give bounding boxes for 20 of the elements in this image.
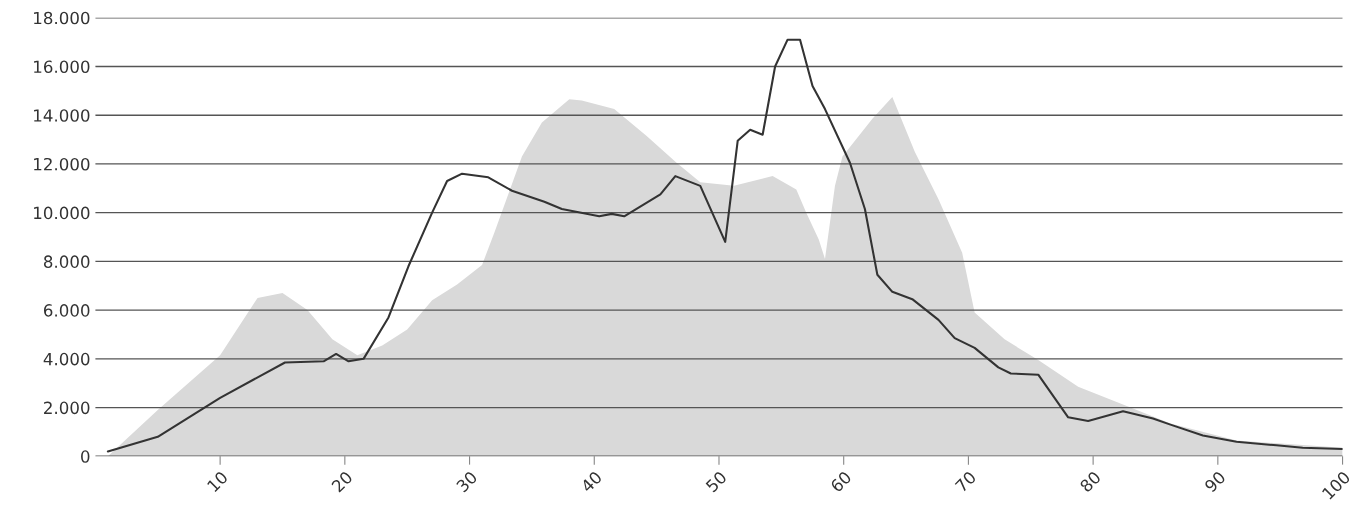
y-tick-label: 4.000	[43, 352, 90, 366]
y-tick-label: 0	[81, 450, 90, 463]
x-tick-label: 20	[330, 470, 354, 493]
x-tick-label: 40	[580, 470, 603, 494]
y-tick-label: 10.000	[34, 206, 90, 220]
x-tick-label: 70	[954, 470, 977, 493]
x-tick-label: 80	[1079, 470, 1102, 493]
x-tick-label: 30	[455, 470, 478, 493]
y-tick-label: 16.000	[34, 60, 90, 74]
y-tick-label: 6.000	[44, 304, 90, 317]
x-tick-label: 50	[705, 470, 728, 493]
x-tick-label: 60	[829, 470, 853, 493]
x-tick-label: 100	[1321, 470, 1351, 500]
y-tick-label: 18.000	[34, 11, 90, 25]
y-tick-label: 2.000	[44, 401, 90, 415]
y-tick-label: 14.000	[34, 109, 90, 122]
y-tick-label: 8.000	[43, 255, 90, 268]
x-tick-label: 10	[206, 470, 229, 493]
x-tick-label: 90	[1203, 470, 1227, 493]
y-tick-label: 12.000	[34, 157, 90, 171]
